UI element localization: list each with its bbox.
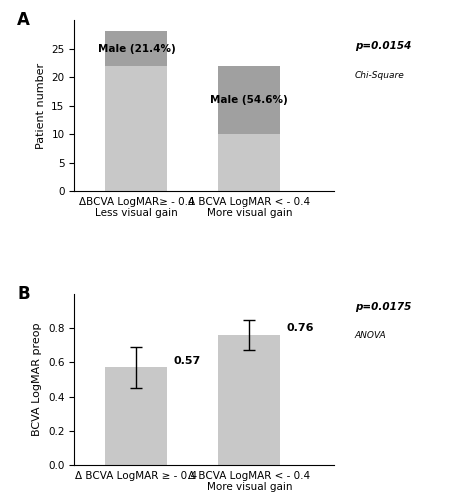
Text: p=0.0154: p=0.0154 [354,40,410,50]
Y-axis label: BCVA LogMAR preop: BCVA LogMAR preop [32,322,43,436]
Text: B: B [17,286,30,304]
Bar [105,32,167,66]
Text: Male (54.6%): Male (54.6%) [210,95,288,105]
Bar [105,66,167,191]
Bar [218,335,280,465]
Bar [105,368,167,465]
Text: 0.76: 0.76 [286,323,313,333]
Bar [218,66,280,134]
Text: 0.57: 0.57 [173,356,200,366]
Text: ANOVA: ANOVA [354,332,386,340]
Text: p=0.0175: p=0.0175 [354,302,410,312]
Text: Chi-Square: Chi-Square [354,72,404,80]
Text: A: A [17,12,30,30]
Bar [218,134,280,191]
Y-axis label: Patient number: Patient number [36,62,46,148]
Text: Male (21.4%): Male (21.4%) [97,44,175,54]
